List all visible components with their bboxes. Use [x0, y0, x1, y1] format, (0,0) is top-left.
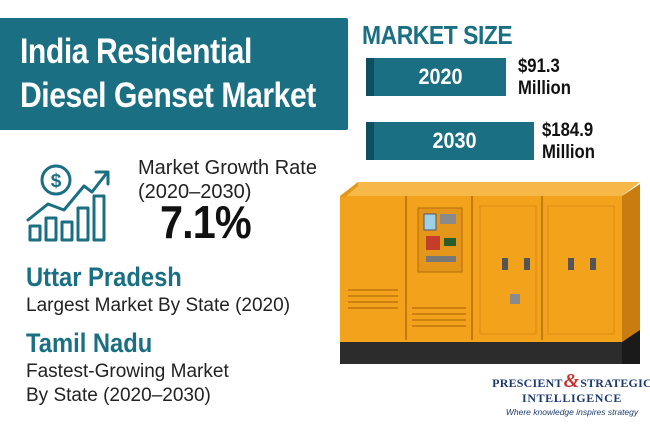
title-line-2: Diesel Genset Market — [20, 76, 316, 115]
logo-word-prescient: PRESCIENT — [492, 376, 563, 390]
logo-tagline: Where knowledge inspires strategy — [505, 407, 639, 417]
growth-rate-period: (2020–2030) — [138, 181, 252, 203]
market-size-bar-2030: 2030 — [366, 122, 534, 160]
title-banner: India Residential Diesel Genset Market — [0, 18, 348, 130]
largest-state-desc: Largest Market By State (2020) — [26, 295, 291, 316]
svg-text:$: $ — [51, 171, 62, 192]
diesel-genset-image — [340, 182, 640, 364]
market-size-value-2030: $184.9 Million — [542, 120, 595, 164]
market-size-bar-2020: 2020 — [366, 58, 506, 96]
market-size-heading: MARKET SIZE — [362, 20, 513, 50]
fastest-state-name: Tamil Nadu — [26, 328, 153, 358]
growth-chart-dollar-icon: $ — [26, 164, 110, 242]
company-logo: PRESCIENT & STRATEGIC INTELLIGENCE Where… — [492, 370, 650, 424]
market-size-unit: Million — [518, 78, 571, 99]
market-size-year: 2030 — [431, 128, 477, 153]
market-size-year: 2020 — [417, 64, 463, 89]
growth-rate-value: 7.1% — [160, 196, 252, 248]
market-size-unit: Million — [542, 142, 595, 163]
logo-word-strategic: STRATEGIC — [580, 376, 650, 390]
market-size-amount: $91.3 — [518, 56, 560, 77]
fastest-state-desc-line2: By State (2020–2030) — [26, 385, 211, 406]
largest-state-name: Uttar Pradesh — [26, 262, 182, 292]
logo-word-intelligence: INTELLIGENCE — [522, 391, 622, 405]
market-size-amount: $184.9 — [542, 120, 594, 141]
title-line-1: India Residential — [20, 32, 252, 71]
growth-rate-label: Market Growth Rate — [138, 157, 317, 179]
market-size-value-2020: $91.3 Million — [518, 56, 571, 100]
fastest-state-desc-line1: Fastest-Growing Market — [26, 361, 229, 382]
logo-ampersand: & — [563, 370, 580, 392]
